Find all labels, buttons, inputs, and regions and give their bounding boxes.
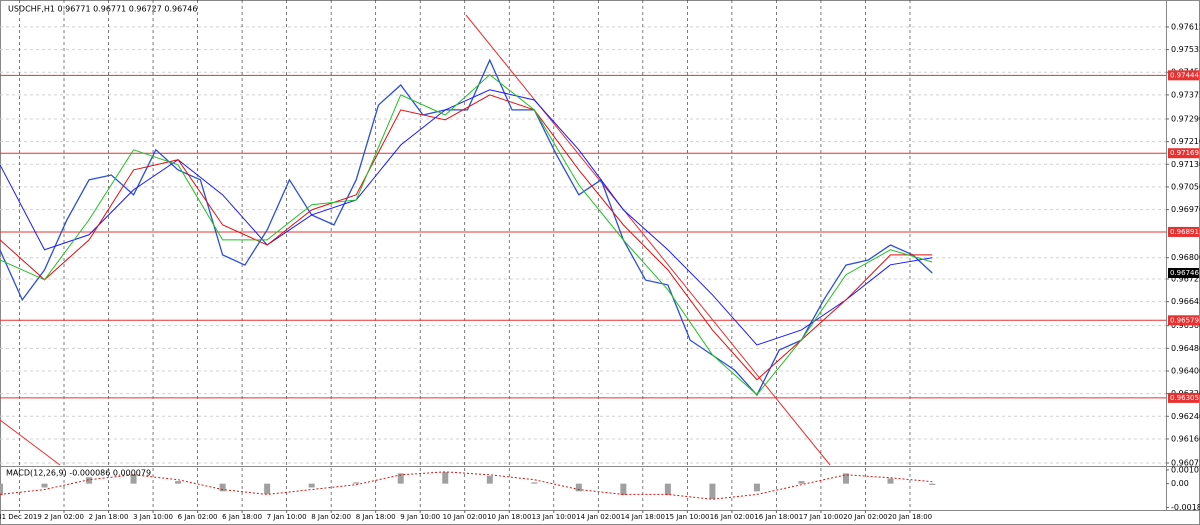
macd-bar	[442, 472, 449, 484]
moving-average	[0, 94, 933, 381]
moving-average	[0, 74, 933, 396]
macd-bar	[620, 483, 627, 496]
x-tick-label: 3 Jan 10:00	[133, 513, 173, 521]
macd-bar	[397, 473, 404, 484]
x-tick-label: 8 Jan 02:00	[311, 513, 351, 521]
macd-bar	[842, 473, 849, 484]
macd-bar	[353, 482, 360, 484]
y-tick-label: 0.97375	[1171, 90, 1200, 99]
macd-bar	[86, 477, 93, 484]
macd-signal	[0, 471, 933, 500]
level-tag	[1168, 226, 1199, 237]
x-tick-label: 20 Jan 18:00	[888, 513, 932, 521]
y-tick-label: 0.00	[1171, 479, 1189, 488]
level-tag	[1168, 315, 1199, 326]
price-line	[0, 58, 933, 397]
grid-layer	[0, 0, 1166, 510]
labels-layer: 0.976150.975350.974550.973750.972900.972…	[0, 22, 1200, 521]
macd-bar	[929, 483, 936, 485]
chart-title: USDCHF,H1 0.96771 0.96771 0.96727 0.9674…	[8, 5, 197, 14]
x-tick-label: 2 Jan 18:00	[89, 513, 129, 521]
last-price-tag	[1168, 268, 1199, 279]
x-tick-label: 20 Jan 02:00	[843, 513, 887, 521]
x-tick-label: 8 Jan 18:00	[356, 513, 396, 521]
level-tag	[1168, 70, 1199, 81]
macd-bar	[531, 482, 538, 484]
trend-line	[465, 14, 831, 466]
x-tick-label: 14 Jan 02:00	[576, 513, 620, 521]
y-tick-label: 0.00107	[1171, 465, 1200, 474]
x-tick-label: 7 Jan 10:00	[267, 513, 307, 521]
y-tick-label: 0.96075	[1171, 459, 1200, 468]
x-tick-label: 10 Jan 18:00	[487, 513, 531, 521]
macd-bar	[219, 483, 226, 492]
y-tick-label: 0.97615	[1171, 22, 1200, 31]
level-label: 0.96305	[1170, 394, 1199, 402]
x-tick-label: 6 Jan 18:00	[222, 513, 262, 521]
x-tick-label: 13 Jan 10:00	[532, 513, 576, 521]
macd-bar	[175, 481, 182, 484]
macd-bar	[798, 481, 805, 484]
level-label: 0.96579	[1170, 316, 1199, 324]
level-tag	[1168, 392, 1199, 403]
x-tick-label: 14 Jan 18:00	[621, 513, 665, 521]
moving-average	[0, 89, 933, 346]
y-tick-label: 0.96725	[1171, 274, 1200, 283]
y-tick-label: 0.97535	[1171, 45, 1200, 54]
x-tick-label: 16 Jan 02:00	[710, 513, 754, 521]
macd-bar	[130, 474, 137, 484]
y-tick-label: -0.00186	[1171, 503, 1200, 512]
macd-bar	[264, 483, 271, 494]
trend-line	[0, 419, 61, 466]
macd-bar	[887, 478, 894, 484]
macd-bar	[664, 483, 671, 496]
macd-bar	[41, 483, 48, 488]
level-tag	[1168, 148, 1199, 159]
macd-bar	[0, 483, 3, 496]
x-tick-label: 9 Jan 10:00	[400, 513, 440, 521]
y-tick-label: 0.96645	[1171, 297, 1200, 306]
last-price-label: 0.96746	[1170, 269, 1199, 277]
macd-bar	[486, 475, 493, 484]
x-tick-label: 31 Dec 2019	[0, 513, 42, 521]
level-label: 0.96891	[1170, 228, 1199, 236]
marks-layer	[0, 58, 1166, 500]
x-tick-label: 17 Jan 10:00	[799, 513, 843, 521]
x-tick-label: 2 Jan 02:00	[44, 513, 84, 521]
macd-bar	[308, 483, 315, 488]
x-tick-label: 16 Jan 18:00	[754, 513, 798, 521]
macd-bar	[753, 483, 760, 492]
level-label: 0.97444	[1170, 71, 1199, 79]
x-tick-label: 6 Jan 02:00	[178, 513, 218, 521]
level-label: 0.97169	[1170, 149, 1199, 157]
x-tick-label: 15 Jan 10:00	[665, 513, 709, 521]
macd-bar	[575, 483, 582, 492]
macd-bar	[709, 483, 716, 500]
macd-title: MACD(12,26,9) -0.000086 0.000079	[6, 469, 151, 478]
x-tick-label: 10 Jan 02:00	[443, 513, 487, 521]
